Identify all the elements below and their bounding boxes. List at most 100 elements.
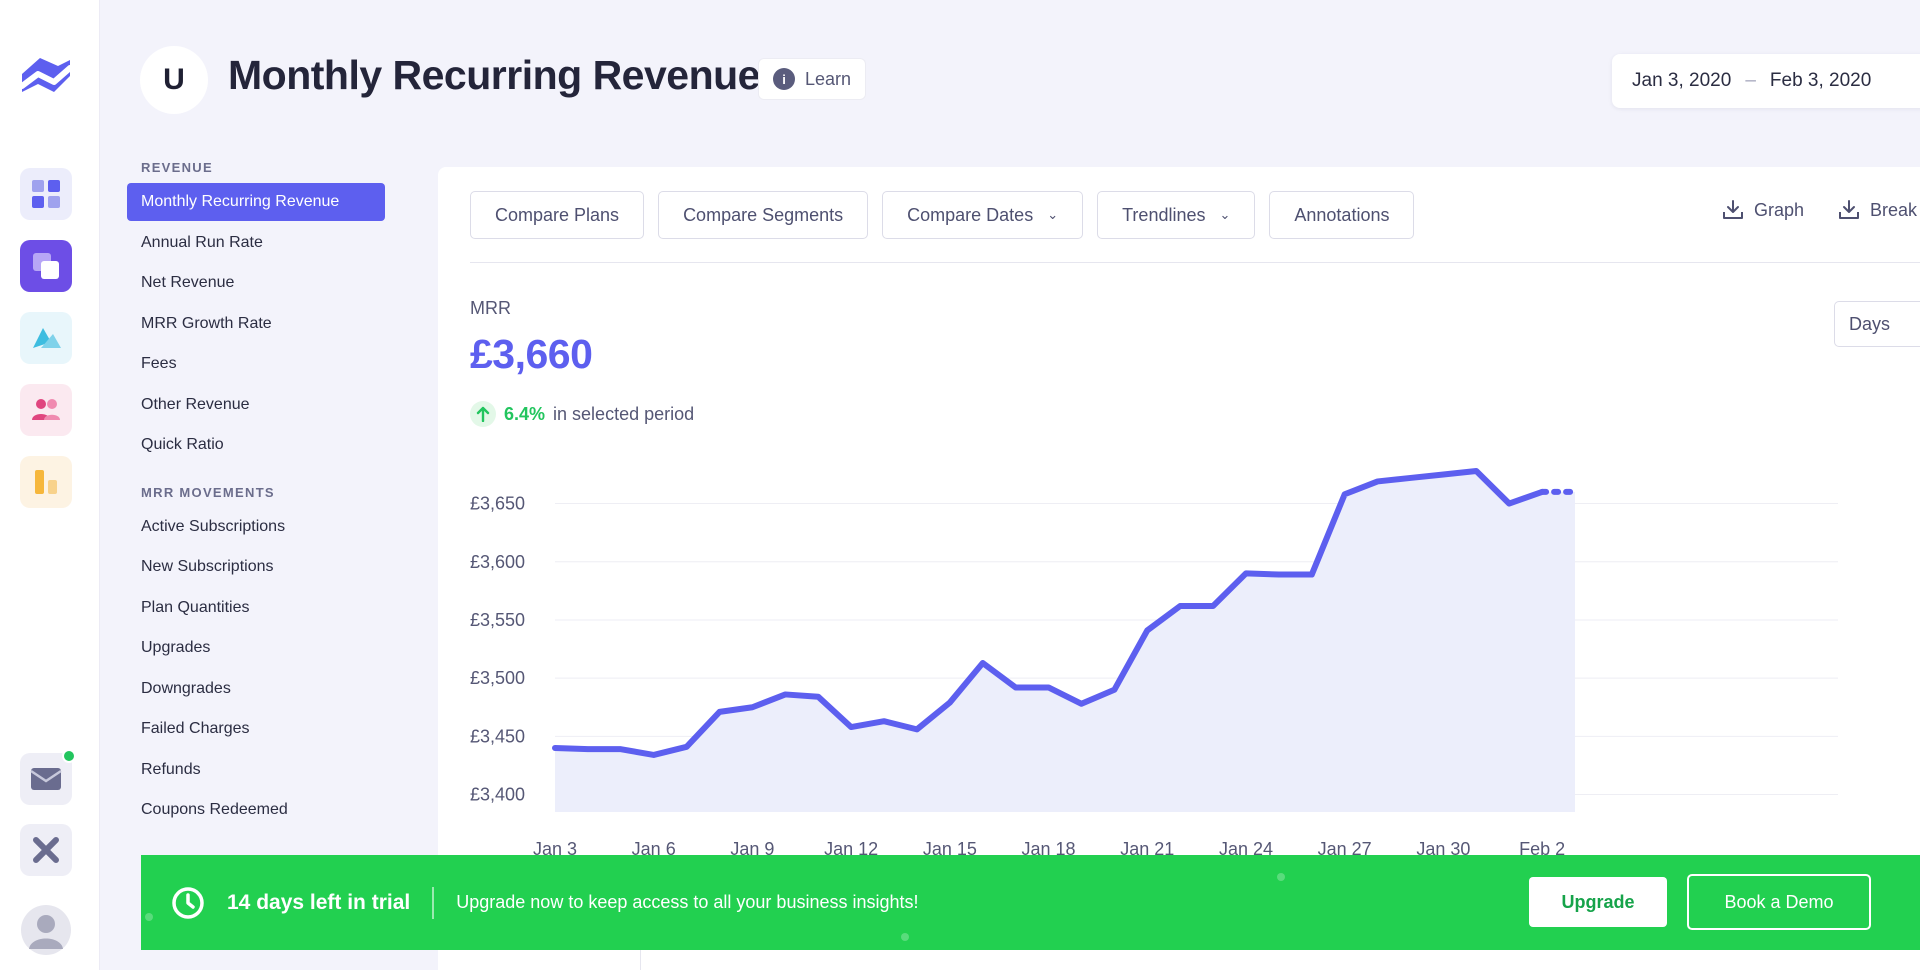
- section-mrr-movements: MRR MOVEMENTS: [141, 484, 275, 500]
- sidebar-item-coupons-redeemed[interactable]: Coupons Redeemed: [141, 801, 288, 818]
- book-demo-button[interactable]: Book a Demo: [1687, 874, 1871, 930]
- data-point: [1572, 489, 1578, 495]
- sidebar-item-failed-charges[interactable]: Failed Charges: [141, 720, 250, 737]
- sidebar-item-active-subscriptions[interactable]: Active Subscriptions: [141, 517, 286, 535]
- interval-value: Days: [1849, 313, 1891, 334]
- data-point: [980, 660, 986, 666]
- x-tick-label: Jan 27: [1318, 839, 1372, 859]
- date-start: Jan 3, 2020: [1632, 70, 1732, 91]
- analytics-icon[interactable]: [20, 312, 72, 364]
- interval-select[interactable]: Days: [1834, 301, 1920, 347]
- x-tick-label: Jan 15: [923, 839, 977, 859]
- data-point: [914, 726, 920, 732]
- y-tick-label: £3,600: [470, 552, 525, 572]
- banner-decoration: [1277, 873, 1285, 881]
- data-point: [1046, 684, 1052, 690]
- y-tick-label: £3,550: [470, 610, 525, 630]
- account-avatar[interactable]: U: [140, 46, 208, 114]
- y-tick-label: £3,450: [470, 726, 525, 746]
- upgrade-button[interactable]: Upgrade: [1529, 877, 1667, 927]
- clock-icon: [172, 886, 204, 919]
- sidebar-item-fees[interactable]: Fees: [141, 355, 177, 372]
- sidebar-item-other-revenue[interactable]: Other Revenue: [141, 395, 250, 413]
- customers-icon[interactable]: [20, 384, 72, 436]
- export-breakdown-label: Break: [1870, 199, 1918, 220]
- reports-icon[interactable]: [20, 456, 72, 508]
- x-tick-label: Jan 24: [1219, 839, 1273, 859]
- x-tick-label: Jan 30: [1416, 839, 1470, 859]
- trial-days-left: 14 days left in trial: [227, 890, 411, 914]
- sidebar-item-upgrades[interactable]: Upgrades: [141, 639, 211, 656]
- download-icon: [1839, 200, 1860, 219]
- x-tick-label: Jan 18: [1022, 839, 1076, 859]
- sidebar-item-downgrades[interactable]: Downgrades: [141, 679, 231, 697]
- sidebar-item-arr[interactable]: Annual Run Rate: [141, 233, 263, 251]
- data-point: [618, 746, 624, 752]
- x-tick-label: Feb 2: [1519, 839, 1565, 859]
- banner-separator: [432, 886, 435, 919]
- banner-decoration: [901, 933, 909, 941]
- mail-icon[interactable]: [20, 749, 76, 805]
- y-tick-label: £3,650: [470, 494, 525, 514]
- trial-banner: 14 days left in trial Upgrade now to kee…: [141, 855, 1920, 950]
- sidebar-item-quick-ratio[interactable]: Quick Ratio: [141, 436, 224, 453]
- date-separator: –: [1745, 70, 1756, 91]
- card-footer-strip: [438, 950, 641, 970]
- arrow-up-icon: [470, 401, 496, 427]
- user-avatar-icon[interactable]: [20, 904, 72, 956]
- export-graph-button[interactable]: Graph: [1722, 199, 1804, 221]
- compare-segments-button[interactable]: Compare Segments: [658, 191, 869, 239]
- sidebar-item-refunds[interactable]: Refunds: [141, 760, 201, 778]
- change-text: in selected period: [553, 403, 695, 424]
- revenue-icon[interactable]: [20, 240, 72, 292]
- toolbar-divider: [470, 262, 1920, 263]
- data-point: [848, 724, 854, 730]
- metric-value: £3,660: [470, 331, 593, 377]
- data-point: [1144, 627, 1150, 633]
- data-point: [1375, 478, 1381, 484]
- change-percent: 6.4%: [504, 403, 546, 424]
- data-point: [552, 745, 558, 751]
- export-breakdown-button[interactable]: Break: [1838, 199, 1917, 221]
- notification-dot: [62, 749, 76, 763]
- learn-button[interactable]: i Learn: [758, 58, 867, 100]
- data-point: [1013, 684, 1019, 690]
- compare-plans-label: Compare Plans: [495, 204, 620, 225]
- sidebar-item-mrr[interactable]: Monthly Recurring Revenue: [127, 183, 385, 221]
- sidebar-item-plan-quantities[interactable]: Plan Quantities: [141, 598, 250, 616]
- data-point: [1539, 489, 1545, 495]
- compare-dates-button[interactable]: Compare Dates ⌄: [882, 191, 1084, 239]
- sidebar-item-mrr-growth-rate[interactable]: MRR Growth Rate: [141, 314, 272, 332]
- export-graph-label: Graph: [1754, 199, 1805, 220]
- data-point: [947, 700, 953, 706]
- data-point: [1407, 475, 1413, 481]
- logo-icon[interactable]: [18, 52, 74, 104]
- compare-plans-button[interactable]: Compare Plans: [470, 191, 645, 239]
- series-line: [552, 467, 1546, 758]
- data-point: [651, 752, 657, 758]
- annotations-button[interactable]: Annotations: [1269, 191, 1415, 239]
- data-point: [1440, 471, 1446, 477]
- period-change: 6.4% in selected period: [470, 401, 694, 427]
- x-tick-label: Jan 9: [730, 839, 774, 859]
- tools-icon[interactable]: [20, 824, 72, 876]
- sidebar-item-net-revenue[interactable]: Net Revenue: [141, 274, 235, 291]
- icon-rail: [0, 0, 100, 970]
- data-point: [717, 709, 723, 715]
- chevron-down-icon: ⌄: [1219, 207, 1231, 222]
- trendlines-button[interactable]: Trendlines ⌄: [1097, 191, 1256, 239]
- data-point: [1342, 491, 1348, 497]
- mrr-chart[interactable]: £3,400 £3,450 £3,500 £3,550 £3,600 £3,650 Jan …: [438, 447, 1920, 970]
- metrics-sidebar: REVENUE Monthly Recurring Revenue Annual…: [127, 160, 397, 832]
- chart-toolbar: Compare Plans Compare Segments Compare D…: [470, 191, 1415, 239]
- page-title: Monthly Recurring Revenue: [228, 52, 760, 98]
- data-point: [1243, 570, 1249, 576]
- chevron-down-icon: ⌄: [1047, 207, 1059, 222]
- compare-segments-label: Compare Segments: [683, 204, 844, 225]
- date-end: Feb 3, 2020: [1769, 70, 1872, 91]
- sidebar-item-new-subscriptions[interactable]: New Subscriptions: [141, 558, 274, 575]
- dashboard-icon[interactable]: [20, 168, 72, 220]
- annotations-label: Annotations: [1294, 204, 1390, 225]
- date-range-picker[interactable]: Jan 3, 2020 – Feb 3, 2020: [1612, 54, 1920, 108]
